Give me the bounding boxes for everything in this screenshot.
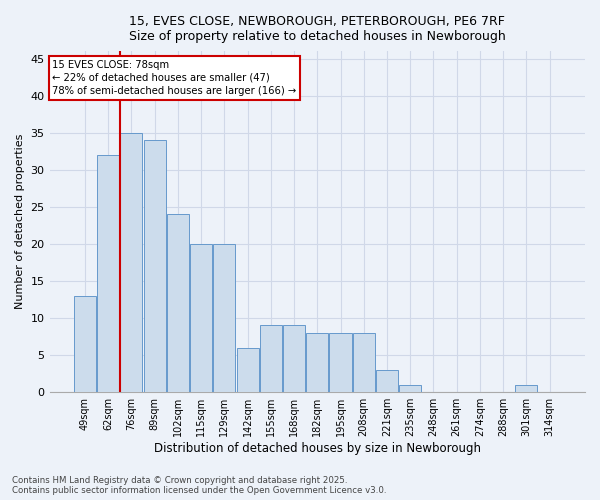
Bar xyxy=(213,244,235,392)
Text: 15 EVES CLOSE: 78sqm
← 22% of detached houses are smaller (47)
78% of semi-detac: 15 EVES CLOSE: 78sqm ← 22% of detached h… xyxy=(52,60,296,96)
Bar xyxy=(260,326,282,392)
Bar xyxy=(306,333,328,392)
Bar xyxy=(167,214,189,392)
Bar xyxy=(190,244,212,392)
Bar xyxy=(236,348,259,392)
Bar xyxy=(74,296,96,392)
Bar xyxy=(97,155,119,392)
Bar xyxy=(283,326,305,392)
Bar xyxy=(376,370,398,392)
Bar xyxy=(121,132,142,392)
Bar xyxy=(353,333,375,392)
Bar xyxy=(515,385,538,392)
Bar xyxy=(143,140,166,392)
Text: Contains HM Land Registry data © Crown copyright and database right 2025.
Contai: Contains HM Land Registry data © Crown c… xyxy=(12,476,386,495)
Y-axis label: Number of detached properties: Number of detached properties xyxy=(15,134,25,310)
Title: 15, EVES CLOSE, NEWBOROUGH, PETERBOROUGH, PE6 7RF
Size of property relative to d: 15, EVES CLOSE, NEWBOROUGH, PETERBOROUGH… xyxy=(129,15,506,43)
Bar xyxy=(329,333,352,392)
X-axis label: Distribution of detached houses by size in Newborough: Distribution of detached houses by size … xyxy=(154,442,481,455)
Bar xyxy=(399,385,421,392)
